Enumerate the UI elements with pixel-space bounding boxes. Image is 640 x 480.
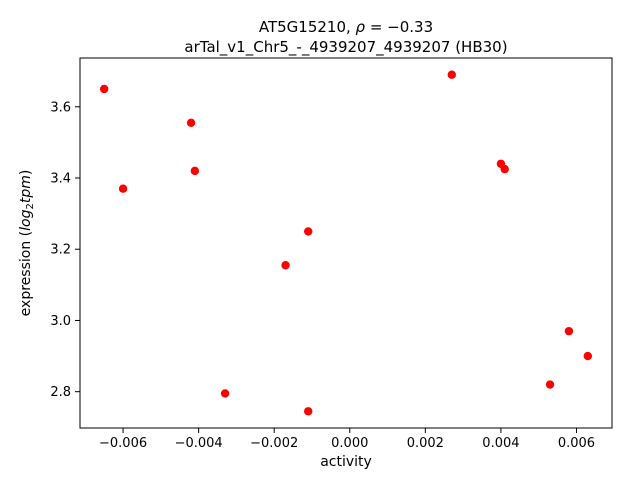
axes-frame	[79, 57, 613, 429]
x-tick-label: −0.002	[250, 436, 298, 451]
chart-title: AT5G15210, ρ = −0.33	[259, 18, 433, 36]
data-point	[583, 351, 593, 361]
data-points	[99, 70, 593, 416]
y-tick-label: 3.0	[50, 314, 71, 329]
data-point	[220, 389, 230, 398]
data-point	[281, 261, 290, 270]
x-axis-label: activity	[320, 454, 372, 470]
x-tick-label: 0.006	[558, 436, 595, 451]
data-point	[500, 164, 509, 174]
data-point	[186, 118, 196, 128]
chart-subtitle: arTal_v1_Chr5_-_4939207_4939207 (HB30)	[184, 38, 507, 57]
y-axis: 2.8 3.0 3.2 3.4 3.6	[50, 100, 80, 400]
x-tick-label: 0.002	[407, 436, 444, 451]
data-point	[564, 326, 574, 336]
y-tick-label: 2.8	[50, 385, 71, 400]
data-point	[99, 84, 109, 94]
data-point	[190, 166, 200, 176]
x-tick-label: −0.006	[99, 436, 147, 451]
data-point	[447, 70, 456, 79]
data-point	[118, 184, 128, 193]
x-tick-label: 0.004	[482, 436, 519, 451]
y-axis-label: expression (log2tpm)	[18, 170, 36, 317]
x-tick-label: 0.000	[331, 436, 368, 451]
y-tick-label: 3.6	[50, 100, 71, 115]
x-axis: −0.006 −0.004 −0.002 0.000 0.002 0.004 0.006	[99, 428, 595, 451]
y-tick-label: 3.2	[50, 243, 71, 258]
y-tick-label: 3.4	[50, 172, 71, 187]
data-point	[545, 380, 555, 389]
data-point	[304, 227, 313, 236]
x-tick-label: −0.004	[175, 436, 223, 451]
data-point	[304, 407, 313, 416]
